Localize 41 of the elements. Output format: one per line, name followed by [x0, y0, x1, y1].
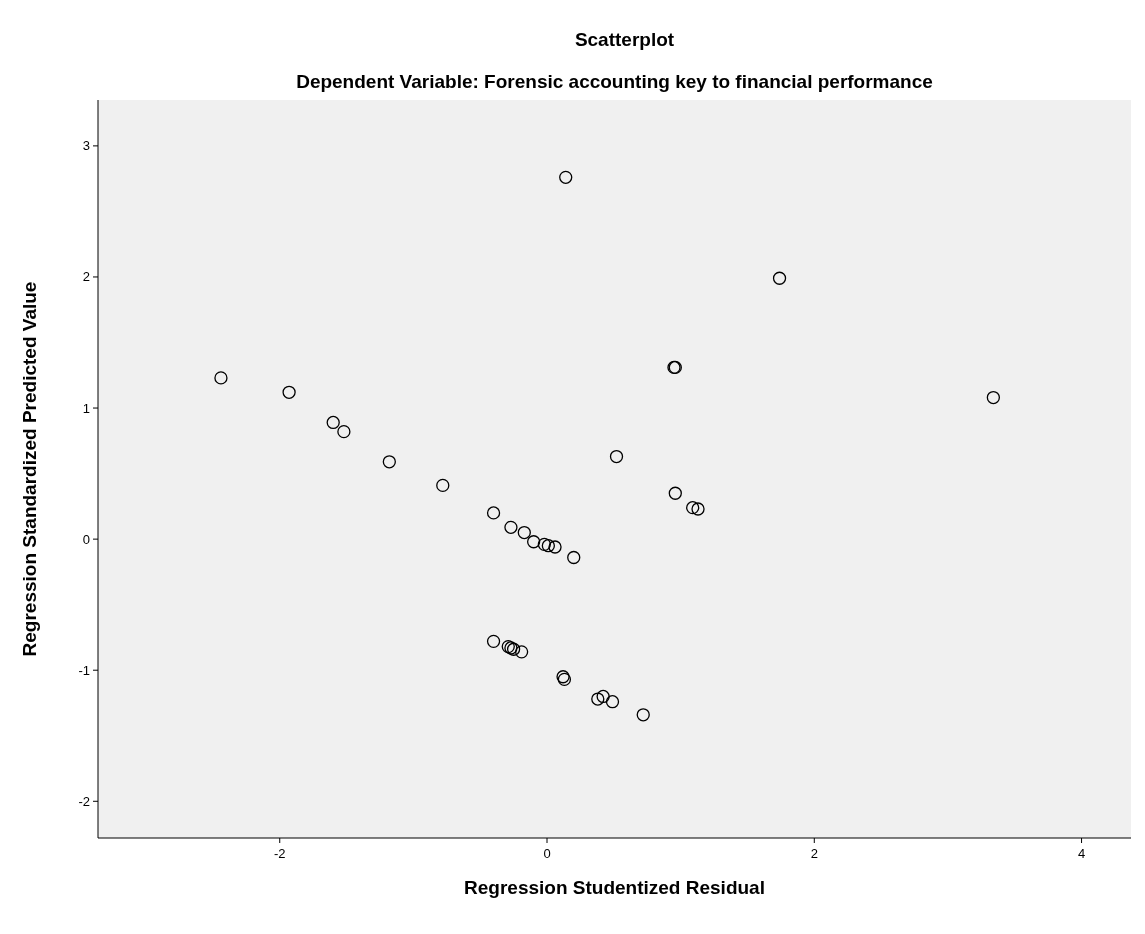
- point: [559, 170, 573, 184]
- point: [486, 506, 501, 520]
- point: [527, 535, 541, 549]
- point: [686, 501, 700, 515]
- y-tick-label: 0: [82, 531, 90, 547]
- y-axis-title: Regression Standardized Predicted Value: [19, 281, 40, 657]
- y-tick-label: 1: [82, 400, 90, 416]
- point: [504, 520, 518, 534]
- point: [282, 385, 296, 399]
- x-tick-label: 0: [543, 846, 551, 861]
- y-tick-label: 3: [82, 138, 90, 154]
- point: [326, 415, 340, 430]
- x-tick-label: 2: [810, 846, 818, 861]
- point: [591, 692, 605, 706]
- x-axis-title: Regression Studentized Residual: [464, 877, 765, 898]
- point: [517, 525, 531, 540]
- point: [548, 540, 562, 554]
- point: [514, 645, 529, 659]
- point: [609, 449, 624, 464]
- point: [772, 271, 787, 285]
- y-tick-label: 2: [82, 269, 90, 285]
- point: [596, 689, 610, 704]
- y-tick-label: -2: [78, 793, 90, 809]
- point: [541, 539, 555, 553]
- point: [605, 695, 620, 709]
- point: [567, 550, 581, 565]
- point: [668, 486, 682, 500]
- point: [691, 502, 705, 516]
- point: [382, 455, 396, 469]
- y-tick-label: -1: [78, 662, 90, 678]
- point: [986, 390, 1001, 405]
- point: [636, 708, 650, 722]
- x-tick-label: 4: [1077, 846, 1086, 861]
- x-tick-label: -2: [273, 846, 286, 861]
- point: [337, 424, 351, 439]
- point: [214, 371, 228, 385]
- chart-subtitle: Dependent Variable: Forensic accounting key to financial performance: [296, 71, 933, 92]
- point: [486, 634, 501, 649]
- point: [436, 478, 450, 493]
- point: [537, 537, 551, 552]
- chart-title: Scatterplot: [574, 29, 675, 50]
